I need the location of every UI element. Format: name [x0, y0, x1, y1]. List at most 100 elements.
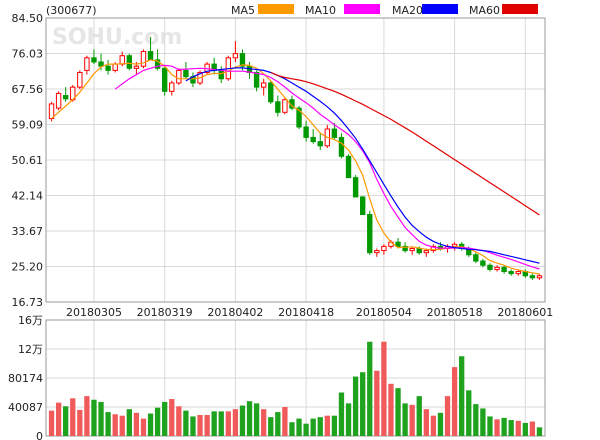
volume-tick-label: 40087: [8, 401, 43, 414]
candle-body: [239, 53, 246, 67]
ma-line-ma5: [51, 59, 540, 275]
volume-frame: [45, 319, 546, 437]
candle-body: [423, 250, 430, 254]
price-tick-label: 25.20: [12, 261, 44, 274]
volume-bar: [275, 412, 281, 436]
volume-bar: [70, 398, 76, 436]
volume-bar: [63, 406, 69, 436]
candle-body: [169, 82, 175, 92]
volume-bar: [211, 411, 217, 436]
volume-bar: [487, 416, 493, 436]
volume-bar: [360, 372, 366, 436]
candle-body: [529, 275, 536, 279]
price-tick-label: 33.67: [12, 225, 44, 238]
volume-bar: [154, 407, 161, 436]
candle-body: [282, 99, 288, 113]
ma-line-ma20: [185, 67, 540, 264]
candle-body: [352, 177, 359, 198]
watermark: SOHU.com: [52, 25, 182, 50]
volume-bar: [409, 404, 415, 436]
date-tick-label: 20180402: [207, 306, 263, 319]
volume-tick-label: 16万: [18, 314, 43, 327]
candle-body: [487, 264, 493, 270]
volume-bar: [225, 411, 231, 436]
legend-ma20-swatch: [422, 4, 458, 14]
volume-bar: [282, 407, 288, 436]
candle-body: [154, 59, 161, 69]
volume-bar: [423, 409, 429, 436]
candle-body: [218, 69, 224, 80]
candle-body: [98, 61, 104, 67]
candle-body: [402, 245, 408, 252]
volume-bar: [289, 422, 295, 436]
volume-bar: [310, 418, 316, 436]
volume-bar: [352, 376, 359, 436]
volume-bar: [84, 396, 90, 436]
volume-bar: [515, 420, 521, 436]
volume-bar: [480, 408, 486, 436]
volume-bar: [522, 422, 528, 436]
date-tick-label: 20180504: [356, 306, 412, 319]
price-frame: [45, 17, 546, 303]
price-tick-label: 84.50: [12, 12, 44, 25]
volume-bar: [430, 415, 437, 436]
volume-tick-label: 12万: [18, 343, 43, 356]
date-tick-label: 20180418: [278, 306, 334, 319]
date-tick-label: 20180305: [66, 306, 122, 319]
candle-body: [416, 247, 422, 254]
volume-bar: [133, 412, 140, 436]
candle-body: [296, 107, 302, 128]
price-tick-label: 76.03: [12, 48, 44, 61]
candle-body: [140, 51, 147, 67]
volume-bar: [367, 341, 373, 436]
candle-body: [494, 266, 500, 270]
date-tick-label: 20180319: [137, 306, 193, 319]
candle-body: [268, 82, 274, 103]
volume-tick-label: 80174: [8, 372, 43, 385]
candle-body: [331, 128, 338, 138]
price-tick-label: 42.14: [12, 190, 44, 203]
candle-body: [119, 55, 125, 65]
volume-bar: [268, 417, 274, 436]
volume-bar: [317, 417, 323, 436]
volume-bar: [296, 418, 302, 436]
candle-body: [260, 82, 267, 88]
legend-ma60-swatch: [502, 4, 538, 14]
volume-bar: [119, 415, 125, 436]
candle-body: [508, 271, 514, 275]
candle-body: [161, 67, 168, 92]
ma-line-ma60: [270, 71, 540, 216]
candle-body: [91, 57, 97, 63]
volume-bar: [261, 409, 267, 436]
candle-body: [359, 196, 366, 216]
volume-bar: [303, 423, 309, 436]
volume-bar: [529, 421, 536, 436]
volume-bar: [183, 410, 189, 436]
volume-bar: [176, 406, 182, 436]
volume-bar: [494, 419, 500, 436]
stock-code-label: (300677): [46, 4, 97, 17]
candle-body: [176, 69, 182, 84]
candle-body: [232, 53, 239, 59]
volume-bar: [162, 401, 168, 436]
volume-bar: [508, 420, 514, 436]
ma-line-ma10: [114, 64, 540, 270]
volume-bar: [374, 370, 380, 436]
candle-body: [112, 63, 118, 71]
candle-body: [381, 245, 387, 252]
candle-body: [183, 69, 189, 78]
candle-body: [395, 241, 401, 247]
candle-body: [501, 266, 507, 273]
price-tick-label: 59.09: [12, 119, 44, 132]
legend-ma10-swatch: [344, 4, 380, 14]
volume-bar: [444, 396, 451, 436]
volume-bar: [105, 412, 111, 436]
volume-bar: [204, 414, 210, 436]
legend-ma60-label: MA60: [469, 4, 500, 17]
candle-body: [55, 92, 62, 109]
candle-body: [317, 141, 323, 147]
volume-bar: [239, 405, 246, 436]
volume-bar: [402, 403, 408, 436]
candle-body: [133, 65, 140, 69]
